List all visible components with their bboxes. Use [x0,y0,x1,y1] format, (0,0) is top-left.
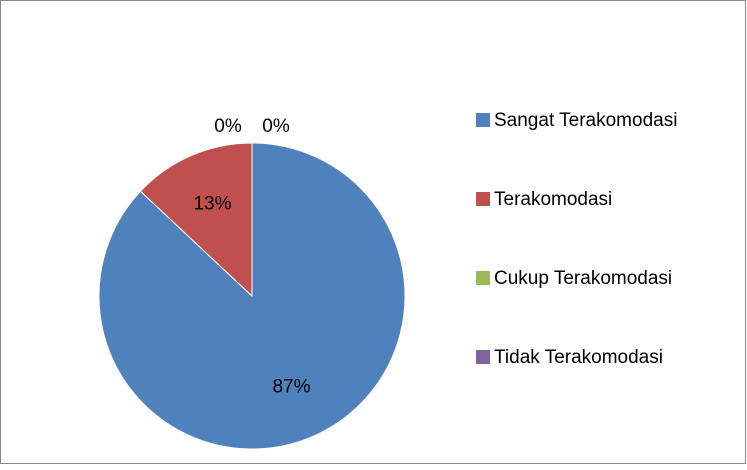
legend-label: Cukup Terakomodasi [494,268,672,289]
legend-swatch [476,192,490,206]
data-label: 13% [193,194,231,215]
legend-swatch [476,113,490,127]
data-label: 0% [214,116,242,137]
legend-label: Tidak Terakomodasi [494,347,663,368]
pie-slice [139,142,253,298]
legend-swatch [476,350,490,364]
legend-label: Sangat Terakomodasi [494,110,677,131]
legend-label: Terakomodasi [494,189,612,210]
legend-swatch [476,271,490,285]
data-label: 0% [262,116,290,137]
data-label: 87% [272,376,310,397]
